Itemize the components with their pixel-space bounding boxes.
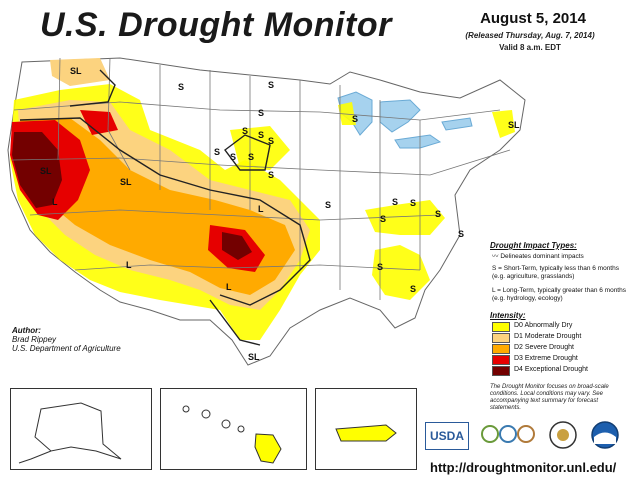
ndmc-logo — [481, 425, 535, 443]
intensity-legend: D0 Abnormally Dry D1 Moderate Drought D2… — [492, 322, 632, 382]
d4-oklahoma — [222, 232, 252, 260]
label-sl-5: SL — [508, 120, 520, 130]
swatch-d2 — [492, 344, 510, 354]
label-sl-2: SL — [120, 177, 132, 187]
swatch-d4 — [492, 366, 510, 376]
impact-types-title: Drought Impact Types: — [490, 241, 577, 250]
alaska-map — [18, 402, 122, 464]
drought-map: SL SL SL SL S S S S S S S S S S S L L L … — [7, 57, 526, 366]
noaa-logo — [591, 421, 619, 449]
d0-southeast — [372, 245, 430, 300]
great-lakes — [337, 91, 473, 149]
hawaii-map — [182, 405, 282, 464]
legend-short-term: S = Short-Term, typically less than 6 mo… — [492, 265, 619, 280]
label-s-2: S — [258, 108, 264, 118]
label-l-2: L — [258, 204, 264, 214]
d0-northeast — [492, 110, 515, 138]
d0-plains — [230, 126, 290, 170]
label-s-10: S — [352, 114, 358, 124]
disclaimer-note: The Drought Monitor focuses on broad-sca… — [490, 384, 609, 411]
label-sl-1: SL — [70, 66, 82, 76]
label-s-17: S — [458, 229, 464, 239]
legend-delineates-row: 〰 Delineates dominant impacts — [492, 253, 584, 261]
usda-logo-text: USDA — [429, 429, 464, 443]
d1-nw — [50, 58, 110, 86]
release-note: (Released Thursday, Aug. 7, 2014) — [465, 31, 595, 40]
legend-d4: D4 Exceptional Drought — [514, 366, 588, 373]
intensity-title: Intensity: — [490, 311, 526, 320]
label-s-8: S — [248, 152, 254, 162]
legend-long-term: L = Long-Term, typically greater than 6 … — [492, 287, 626, 302]
label-s-18: S — [377, 262, 383, 272]
label-sl-3: SL — [40, 166, 52, 176]
legend-d0: D0 Abnormally Dry — [514, 322, 573, 329]
label-s-13: S — [392, 197, 398, 207]
label-l-3: L — [226, 282, 232, 292]
label-s-14: S — [380, 214, 386, 224]
label-s-12: S — [325, 200, 331, 210]
map-title: U.S. Drought Monitor — [40, 6, 392, 44]
swatch-d3 — [492, 355, 510, 365]
valid-time: Valid 8 a.m. EDT — [499, 43, 561, 52]
commerce-seal-logo — [549, 421, 577, 449]
d0-virginia — [365, 200, 445, 235]
legend-d2: D2 Severe Drought — [514, 344, 574, 351]
legend-delineates: Delineates dominant impacts — [500, 253, 584, 260]
d0-michigan — [338, 102, 356, 125]
d4-california — [12, 132, 62, 208]
puerto-rico-map — [335, 424, 397, 442]
delineates-line-icon: 〰 — [492, 253, 501, 260]
legend-d1: D1 Moderate Drought — [514, 333, 582, 340]
label-s-7: S — [230, 152, 236, 162]
author-name: Brad Rippey — [12, 335, 57, 344]
map-date: August 5, 2014 — [480, 10, 586, 27]
swatch-d0 — [492, 322, 510, 332]
legend-d3: D3 Extreme Drought — [514, 355, 578, 362]
impact-labels: SL SL SL SL S S S S S S S S S S S L L L … — [40, 66, 520, 362]
label-s-16: S — [435, 209, 441, 219]
impact-boundaries — [19, 69, 311, 346]
author-label: Author: — [12, 326, 41, 335]
label-sl-4: SL — [248, 352, 260, 362]
label-s-6: S — [214, 147, 220, 157]
label-s-5: S — [268, 136, 274, 146]
state-boundaries — [11, 57, 511, 300]
label-s-11: S — [268, 80, 274, 90]
label-s-9: S — [268, 170, 274, 180]
label-s-4: S — [258, 130, 264, 140]
label-l-4: L — [126, 260, 132, 270]
usda-logo: USDA — [425, 422, 469, 450]
puerto-rico-inset — [315, 388, 417, 470]
website-url[interactable]: http://droughtmonitor.unl.edu/ — [430, 460, 617, 475]
label-s-1: S — [178, 82, 184, 92]
label-s-19: S — [410, 284, 416, 294]
label-s-15: S — [410, 198, 416, 208]
alaska-inset — [10, 388, 152, 470]
label-s-3: S — [242, 126, 248, 136]
author-org: U.S. Department of Agriculture — [12, 344, 121, 353]
hawaii-inset — [160, 388, 307, 470]
swatch-d1 — [492, 333, 510, 343]
label-l-1: L — [52, 197, 58, 207]
